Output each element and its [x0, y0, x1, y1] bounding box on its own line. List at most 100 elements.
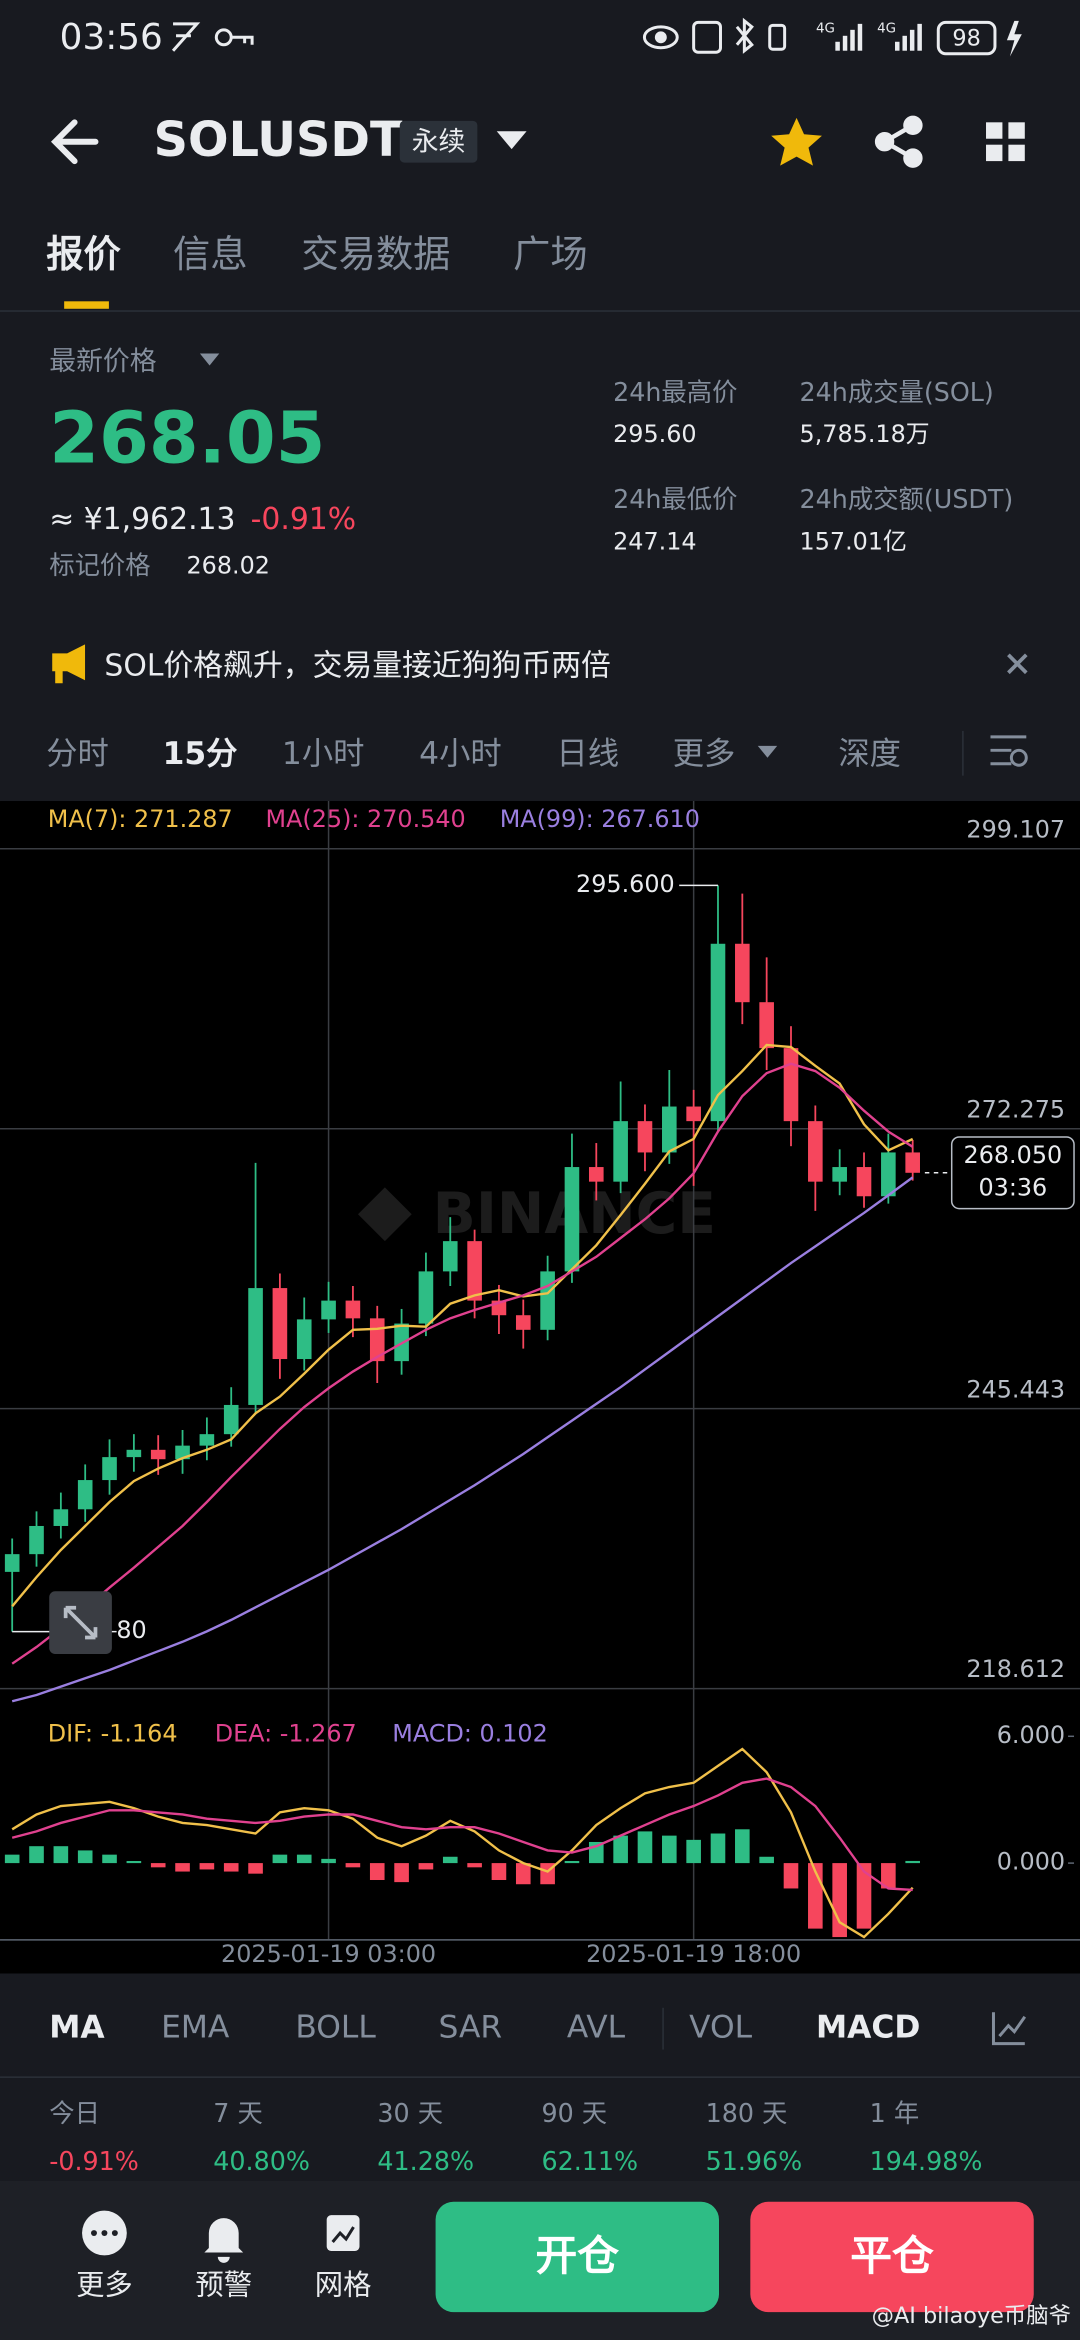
- candle-body: [418, 1271, 434, 1324]
- macd-line: [11, 1777, 913, 1892]
- candle-body: [783, 1048, 799, 1122]
- layout-button[interactable]: [986, 122, 1025, 162]
- signal-icon: [835, 23, 863, 51]
- indicator-tab[interactable]: VOL: [689, 2010, 753, 2046]
- price-dropdown[interactable]: [199, 353, 220, 366]
- stat-label: 24h成交量(SOL): [800, 377, 994, 407]
- high-marker-label: 295.600: [576, 870, 675, 898]
- period-label: 90 天: [541, 2098, 607, 2128]
- contract-badge: 永续: [412, 127, 466, 158]
- more-icon[interactable]: [82, 2210, 127, 2256]
- tool-label[interactable]: 预警: [195, 2269, 252, 2302]
- period-change: -0.91%: [49, 2146, 139, 2176]
- candle-body: [4, 1554, 20, 1572]
- y-tick-label: 6.000: [997, 1721, 1065, 1749]
- macd-bar: [564, 1860, 580, 1864]
- charging-icon: [1006, 20, 1022, 57]
- indicator-tab[interactable]: SAR: [439, 2010, 503, 2046]
- interval[interactable]: 4小时: [419, 736, 502, 772]
- performance: 今日 -0.91% 7 天 40.80% 30 天 41.28% 90 天 62.11% 180…: [49, 2098, 982, 2176]
- period-change: 62.11%: [541, 2146, 638, 2176]
- more-dropdown[interactable]: [757, 745, 778, 758]
- candle-body: [856, 1167, 872, 1197]
- indicator-tab[interactable]: AVL: [567, 2010, 626, 2046]
- period-label: 今日: [49, 2098, 100, 2128]
- stat-value: 247.14: [613, 527, 697, 555]
- ma-line: [11, 1043, 914, 1608]
- y-tick-label: 272.275: [966, 1095, 1065, 1123]
- favorite-button[interactable]: [771, 117, 822, 166]
- last-price-box: [950, 1136, 1075, 1210]
- indicator-tab[interactable]: BOLL: [295, 2010, 376, 2046]
- macd-bar: [783, 1863, 799, 1889]
- candle-body: [515, 1315, 531, 1330]
- candle-body: [467, 1241, 482, 1301]
- macd-bar: [418, 1863, 434, 1870]
- symbol-dropdown[interactable]: [496, 131, 527, 150]
- open-button[interactable]: [435, 2201, 720, 2313]
- indicator-tab[interactable]: EMA: [161, 2010, 230, 2046]
- macd-bar: [29, 1846, 44, 1864]
- indicator-tab[interactable]: MACD: [816, 2010, 920, 2046]
- symbol: SOLUSDT: [154, 113, 403, 168]
- last-price-label: 268.050: [964, 1141, 1063, 1169]
- macd-bar: [175, 1863, 190, 1872]
- low-marker-label: 80: [116, 1616, 146, 1644]
- stat-label: 24h最低价: [613, 484, 737, 514]
- candle-body: [613, 1121, 628, 1182]
- notice-close[interactable]: [1007, 653, 1028, 675]
- candle-body: [29, 1525, 44, 1555]
- close-button[interactable]: [750, 2201, 1034, 2313]
- status-time: 03:56: [60, 17, 163, 58]
- period-label: 1 年: [870, 2098, 920, 2128]
- stat-value: 295.60: [613, 420, 697, 448]
- macd-bar: [369, 1863, 385, 1881]
- grid-icon[interactable]: [326, 2215, 360, 2251]
- battery-icon: [936, 20, 997, 56]
- macd-bar: [856, 1863, 872, 1929]
- legend-entry: DEA: -1.267: [215, 1719, 357, 1747]
- y-tick-label: 0.000: [997, 1848, 1065, 1876]
- tab[interactable]: 广场: [513, 232, 588, 276]
- macd-bar: [710, 1833, 726, 1864]
- latest-price: 268.05: [49, 397, 325, 480]
- interval[interactable]: 更多: [673, 736, 736, 772]
- candle-body: [150, 1449, 166, 1460]
- interval[interactable]: 1小时: [282, 736, 365, 772]
- battery-level: 98: [952, 25, 980, 51]
- chart-background: [0, 801, 1080, 1974]
- tool-label[interactable]: 网格: [315, 2269, 372, 2302]
- tab[interactable]: 信息: [173, 232, 248, 276]
- badge-bg: [399, 120, 478, 163]
- back-button[interactable]: [50, 119, 99, 165]
- open-label[interactable]: 开仓: [536, 2231, 620, 2280]
- chart-settings[interactable]: [990, 735, 1028, 767]
- tab[interactable]: 报价: [46, 232, 121, 276]
- period-label: 7 天: [213, 2098, 263, 2128]
- tool-label[interactable]: 更多: [76, 2269, 133, 2302]
- interval[interactable]: 分时: [46, 736, 109, 772]
- indicator-settings[interactable]: [991, 2012, 1027, 2046]
- tab[interactable]: 交易数据: [301, 232, 450, 276]
- mark-price: 268.02: [186, 551, 269, 579]
- notice-text[interactable]: SOL价格飙升，交易量接近狗狗币两倍: [104, 648, 610, 683]
- macd-bar: [515, 1863, 531, 1885]
- x-tick-label: 2025-01-19 03:00: [221, 1940, 436, 1968]
- alert-icon[interactable]: [204, 2218, 244, 2263]
- candle-body: [321, 1300, 336, 1320]
- close-label[interactable]: 平仓: [850, 2231, 934, 2280]
- stat-value: 5,785.18万: [800, 420, 930, 448]
- interval[interactable]: 深度: [838, 736, 901, 772]
- interval[interactable]: 日线: [556, 736, 619, 772]
- candle-body: [905, 1152, 920, 1173]
- indicator-tab[interactable]: MA: [49, 2010, 105, 2046]
- candle-body: [345, 1300, 361, 1319]
- interval[interactable]: 15分: [163, 736, 238, 772]
- legend-entry: MACD: 0.102: [392, 1719, 547, 1747]
- tab-indicator: [64, 301, 109, 309]
- price-change: -0.91%: [251, 502, 357, 537]
- divider: [0, 310, 1080, 312]
- divider: [662, 2007, 664, 2050]
- share-button[interactable]: [874, 115, 923, 168]
- candle-body: [102, 1457, 117, 1481]
